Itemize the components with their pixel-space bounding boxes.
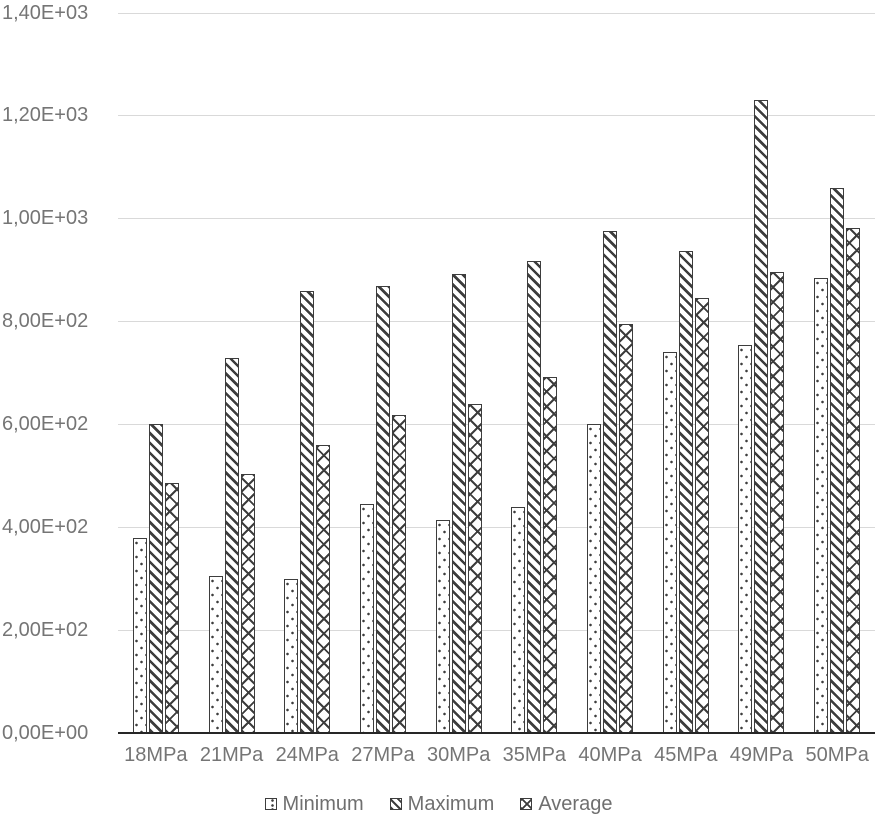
gridline	[118, 526, 875, 528]
y-axis-tick-label: 2,00E+02	[2, 618, 89, 641]
bar-minimum-18mpa	[132, 537, 147, 733]
bar-group-21mpa	[194, 13, 270, 733]
bar-groups	[118, 13, 875, 733]
gridline	[118, 629, 875, 631]
bar-minimum-35mpa	[511, 506, 526, 733]
bar-group-18mpa	[118, 13, 194, 733]
bar-group-30mpa	[421, 13, 497, 733]
bar-average-40mpa	[619, 324, 634, 733]
x-axis: 18MPa 21MPa 24MPa 27MPa 30MPa 35MPa 40MPa 45MPa…	[118, 742, 875, 768]
bar-average-18mpa	[164, 482, 179, 733]
x-axis-label: 45MPa	[654, 744, 718, 766]
bar-average-30mpa	[467, 403, 482, 733]
bar-maximum-35mpa	[527, 260, 542, 733]
y-axis-tick-label: 1,20E+03	[2, 104, 89, 127]
x-axis-label: 27MPa	[351, 744, 415, 766]
x-axis-label: 30MPa	[426, 744, 491, 766]
gridline	[118, 12, 875, 14]
bar-maximum-18mpa	[148, 424, 163, 733]
bar-group-24mpa	[269, 13, 345, 733]
bar-average-45mpa	[694, 298, 709, 733]
gridline	[118, 218, 875, 220]
y-axis-tick-label: 1,00E+03	[2, 207, 89, 230]
x-axis-label: 40MPa	[578, 744, 642, 766]
gridline	[118, 321, 875, 323]
legend-swatch-average-icon	[520, 798, 533, 810]
bar-maximum-21mpa	[224, 357, 239, 733]
y-axis-tick-label: 8,00E+02	[2, 310, 89, 333]
bar-maximum-49mpa	[754, 100, 769, 733]
bar-maximum-27mpa	[375, 285, 390, 733]
bar-group-45mpa	[648, 13, 724, 733]
bar-average-24mpa	[316, 445, 331, 733]
x-axis-label: 50MPa	[805, 744, 869, 766]
bar-minimum-24mpa	[284, 578, 299, 733]
bar-minimum-27mpa	[359, 504, 374, 733]
legend-label-average: Average	[538, 793, 613, 815]
legend-item-average: Average	[520, 792, 612, 816]
legend-swatch-maximum-icon	[389, 798, 402, 810]
y-axis-tick-label: 6,00E+02	[2, 412, 89, 435]
x-axis-label: 21MPa	[199, 744, 264, 766]
bar-maximum-30mpa	[451, 273, 466, 733]
x-axis-label: 18MPa	[124, 744, 188, 766]
bar-minimum-21mpa	[208, 576, 223, 733]
x-axis-label: 24MPa	[275, 744, 339, 766]
bar-minimum-30mpa	[435, 519, 450, 733]
bar-minimum-45mpa	[662, 352, 677, 733]
bar-maximum-45mpa	[678, 250, 693, 733]
legend-item-maximum: Maximum	[389, 792, 495, 816]
x-axis-label: 35MPa	[502, 744, 567, 766]
y-axis-tick-label: 1,40E+03	[2, 1, 89, 24]
y-axis-tick-label: 0,00E+00	[2, 721, 89, 744]
gridline	[118, 423, 875, 425]
bar-maximum-24mpa	[300, 290, 315, 733]
legend-label-minimum: Minimum	[282, 793, 364, 815]
bar-group-35mpa	[497, 13, 573, 733]
legend-item-minimum: Minimum	[264, 792, 364, 816]
plot-area	[118, 12, 875, 734]
y-axis-tick-label: 4,00E+02	[2, 515, 89, 538]
bar-average-35mpa	[543, 376, 558, 733]
bar-minimum-49mpa	[738, 344, 753, 733]
legend: Minimum Maximum Average	[0, 792, 877, 816]
bar-group-27mpa	[345, 13, 421, 733]
bar-average-49mpa	[770, 271, 785, 733]
bar-maximum-40mpa	[603, 230, 618, 733]
bar-group-49mpa	[724, 13, 800, 733]
legend-swatch-minimum-icon	[264, 798, 277, 810]
bar-minimum-40mpa	[587, 424, 602, 733]
bar-average-50mpa	[846, 227, 861, 733]
bar-group-40mpa	[572, 13, 648, 733]
gridline	[118, 115, 875, 117]
bar-maximum-50mpa	[830, 187, 845, 733]
bar-average-21mpa	[240, 474, 255, 733]
x-axis-label: 49MPa	[729, 744, 794, 766]
bar-minimum-50mpa	[814, 277, 829, 733]
legend-label-maximum: Maximum	[407, 793, 495, 815]
x-axis-line	[118, 732, 875, 734]
bar-average-27mpa	[391, 415, 406, 733]
bar-group-50mpa	[799, 13, 875, 733]
